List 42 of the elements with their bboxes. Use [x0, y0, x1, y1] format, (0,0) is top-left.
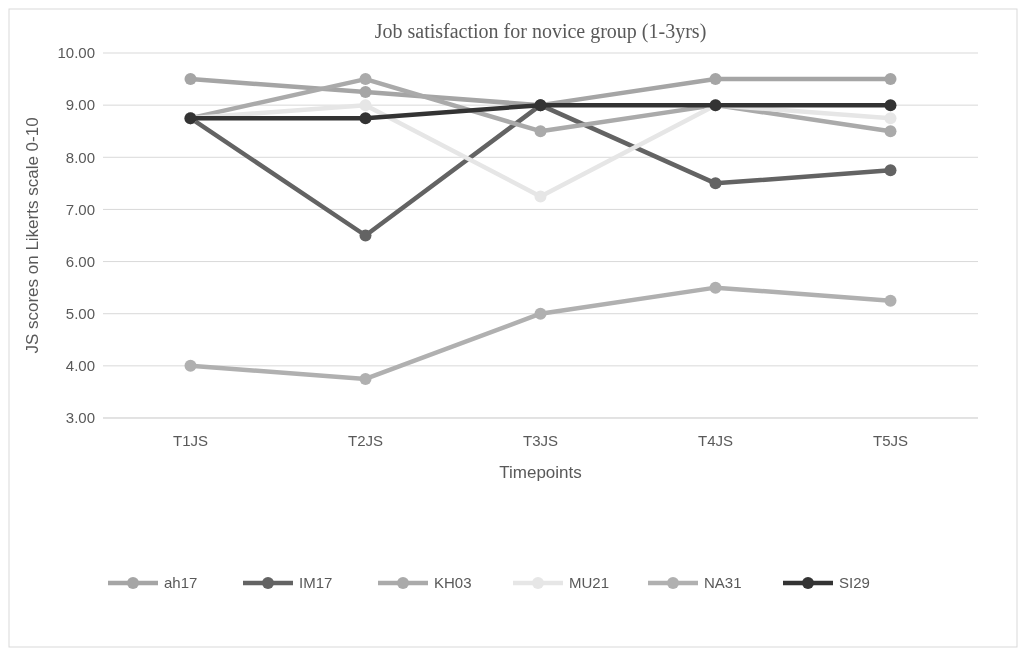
y-tick-label: 6.00 [65, 252, 95, 270]
x-axis-title: Timepoints [499, 463, 582, 482]
point [884, 164, 897, 177]
point [884, 99, 897, 112]
point [884, 73, 897, 86]
chart-title: Job satisfaction for novice group (1-3yrs) [374, 20, 707, 43]
x-tick-label: T1JS [172, 432, 209, 449]
y-tick-label: 10.00 [57, 44, 95, 62]
legend-label: ah17 [164, 574, 198, 592]
point [884, 294, 897, 307]
y-tick-label: 4.00 [65, 357, 95, 375]
legend-label: KH03 [434, 574, 472, 592]
y-tick-label: 5.00 [65, 304, 95, 322]
x-tick-label: T2JS [347, 432, 384, 449]
point [884, 125, 897, 138]
point [359, 372, 372, 385]
point [709, 177, 722, 190]
y-tick-label: 7.00 [65, 200, 95, 218]
point [359, 99, 372, 112]
point [184, 359, 197, 372]
point [534, 190, 547, 203]
point [534, 125, 547, 138]
y-tick-label: 8.00 [65, 148, 95, 166]
x-tick-label: T5JS [872, 432, 909, 449]
x-tick-label: T4JS [697, 432, 734, 449]
point [359, 86, 372, 99]
y-axis-title: JS scores on Likerts scale 0-10 [23, 117, 42, 354]
point [184, 73, 197, 86]
legend-label: MU21 [569, 574, 610, 592]
legend-label: NA31 [704, 574, 742, 592]
point [359, 112, 372, 125]
point [534, 307, 547, 320]
point [709, 73, 722, 86]
point [884, 112, 897, 125]
point [359, 73, 372, 86]
x-tick-label: T3JS [522, 432, 559, 449]
point [709, 281, 722, 294]
y-tick-label: 3.00 [65, 409, 95, 427]
legend-label: IM17 [299, 574, 333, 592]
legend-label: SI29 [839, 574, 870, 592]
point [359, 229, 372, 242]
y-tick-label: 9.00 [65, 96, 95, 114]
